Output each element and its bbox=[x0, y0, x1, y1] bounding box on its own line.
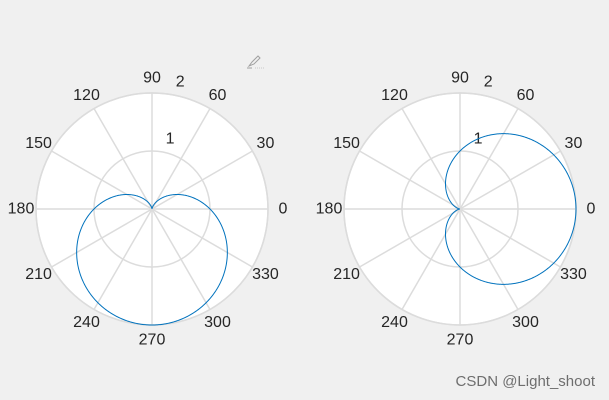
theta-tick-label: 300 bbox=[204, 314, 231, 331]
theta-grid-line bbox=[459, 150, 561, 210]
theta-tick-label: 150 bbox=[25, 135, 52, 152]
theta-tick-label: 0 bbox=[279, 201, 288, 218]
theta-tick-label: 210 bbox=[333, 266, 360, 283]
theta-tick-label: 0 bbox=[587, 201, 596, 218]
series-line bbox=[445, 133, 577, 285]
theta-grid-line bbox=[151, 150, 253, 210]
theta-grid-line bbox=[459, 108, 519, 210]
theta-tick-label: 120 bbox=[73, 87, 100, 104]
theta-tick-label: 210 bbox=[25, 266, 52, 283]
theta-grid-line bbox=[51, 208, 153, 268]
brush-icon[interactable] bbox=[247, 55, 264, 69]
theta-tick-label: 180 bbox=[316, 201, 343, 218]
theta-tick-label: 60 bbox=[209, 87, 227, 104]
theta-tick-label: 300 bbox=[512, 314, 539, 331]
theta-tick-label: 90 bbox=[143, 70, 161, 87]
theta-grid-line bbox=[401, 208, 461, 310]
theta-grid-line bbox=[93, 108, 153, 210]
theta-grid-line bbox=[151, 108, 211, 210]
theta-grid-line bbox=[401, 108, 461, 210]
theta-tick-label: 270 bbox=[139, 332, 166, 349]
theta-grid-line bbox=[459, 208, 519, 310]
theta-grid-line bbox=[151, 208, 211, 310]
theta-tick-label: 150 bbox=[333, 135, 360, 152]
r-tick-label: 1 bbox=[166, 130, 175, 147]
theta-tick-label: 120 bbox=[381, 87, 408, 104]
theta-grid-line bbox=[359, 150, 461, 210]
theta-tick-label: 30 bbox=[565, 135, 583, 152]
theta-tick-label: 270 bbox=[447, 332, 474, 349]
series-line bbox=[76, 194, 228, 326]
theta-grid-line bbox=[359, 208, 461, 268]
theta-tick-label: 240 bbox=[381, 314, 408, 331]
r-tick-label: 2 bbox=[176, 73, 185, 90]
theta-tick-label: 30 bbox=[257, 135, 275, 152]
watermark-text: CSDN @Light_shoot bbox=[455, 373, 595, 390]
theta-grid-line bbox=[459, 208, 561, 268]
theta-grid-line bbox=[151, 208, 253, 268]
theta-tick-label: 330 bbox=[560, 266, 587, 283]
theta-tick-label: 330 bbox=[252, 266, 279, 283]
theta-grid-line bbox=[93, 208, 153, 310]
theta-tick-label: 60 bbox=[517, 87, 535, 104]
theta-tick-label: 180 bbox=[8, 201, 35, 218]
theta-tick-label: 240 bbox=[73, 314, 100, 331]
polar-axes-left: 0 30 60 90 120 150 180 210 240 270 300 330 1 2 bbox=[8, 70, 288, 349]
theta-grid-line bbox=[51, 150, 153, 210]
theta-tick-label: 90 bbox=[451, 70, 469, 87]
r-tick-label: 2 bbox=[484, 73, 493, 90]
